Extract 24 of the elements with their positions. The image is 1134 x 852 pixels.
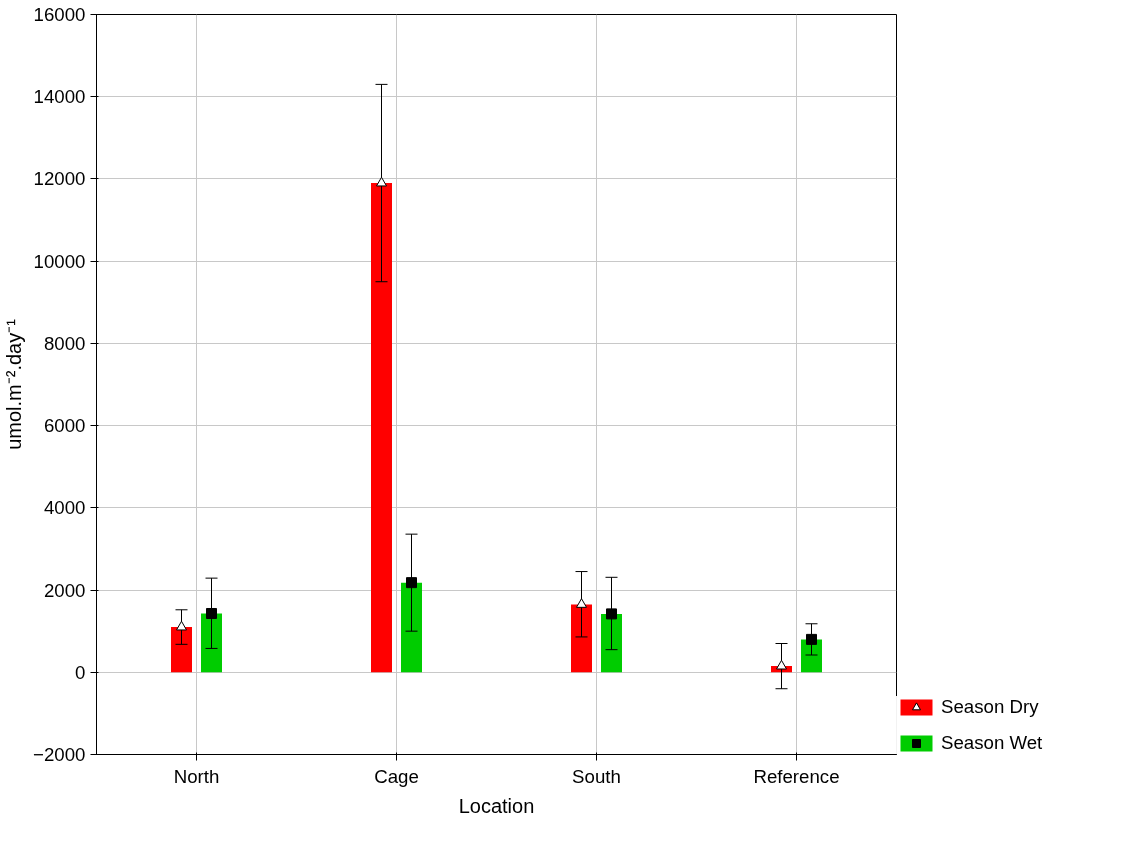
y-tick-label: 12000 bbox=[33, 168, 86, 190]
y-tick-label: 6000 bbox=[44, 415, 86, 437]
y-tick-label: 2000 bbox=[44, 579, 86, 601]
bar bbox=[371, 183, 392, 673]
y-axis-title: umol.m⁻².day⁻¹ bbox=[3, 318, 26, 450]
y-tick-label: 4000 bbox=[44, 497, 86, 519]
x-tick-label: Reference bbox=[753, 765, 840, 787]
y-tick-label: 14000 bbox=[33, 86, 86, 108]
y-tick-label: 8000 bbox=[44, 332, 86, 354]
x-axis-title: Location bbox=[458, 794, 535, 817]
y-tick-label: 10000 bbox=[33, 250, 86, 272]
x-tick-label: North bbox=[173, 765, 220, 787]
x-tick-label: Cage bbox=[374, 765, 419, 787]
legend-label: Season Dry bbox=[941, 696, 1039, 718]
y-tick-label: 0 bbox=[75, 661, 86, 683]
bar bbox=[601, 613, 622, 673]
x-tick-label: South bbox=[572, 765, 621, 787]
y-tick-label: 16000 bbox=[33, 4, 86, 25]
y-tick-label: −2000 bbox=[33, 744, 86, 765]
bar bbox=[571, 604, 592, 673]
bar bbox=[201, 613, 222, 673]
bar bbox=[401, 582, 422, 673]
bar bbox=[171, 627, 192, 673]
legend-label: Season Wet bbox=[941, 732, 1043, 754]
